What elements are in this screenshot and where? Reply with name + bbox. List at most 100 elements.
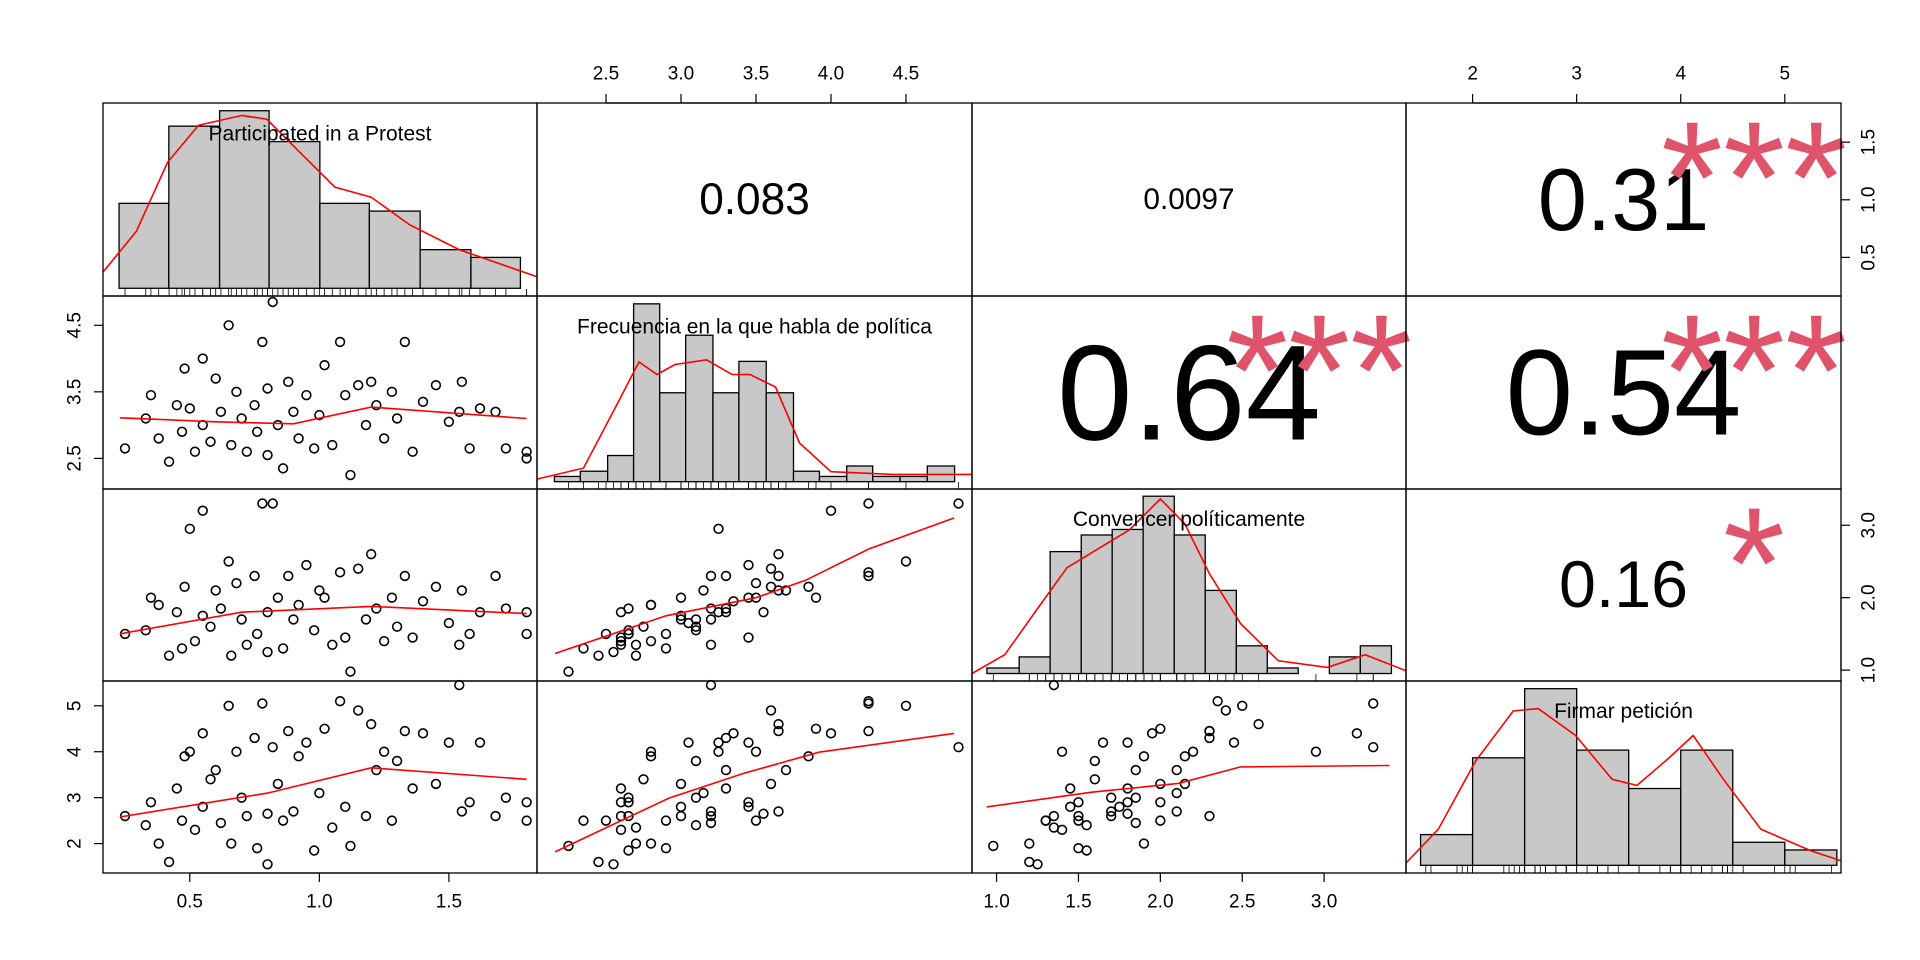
panel: 0.16 * [1405,474,1842,682]
scatter-point [391,621,403,632]
scatter-point [153,599,164,611]
scatter-point [464,443,475,454]
scatter-point [277,643,289,654]
scatter-point [743,632,754,643]
scatter-point [1081,820,1092,831]
scatter-point [365,549,377,560]
scatter-point [251,426,263,437]
smooth-line [119,766,527,818]
histogram-bar [632,303,661,483]
scatter-point [319,360,330,371]
x-tick-label: 2 [1467,64,1478,85]
scatter-point [660,815,672,826]
scatter-point [1032,859,1043,870]
scatter-point [231,577,242,589]
scatter-point [371,603,382,614]
histogram-bar [1080,534,1113,675]
scatter-point [197,353,208,364]
scatter-point [1114,801,1125,813]
y-tick-label: 5 [65,701,86,712]
scatter-point [803,581,814,593]
scatter-point [340,389,351,401]
scatter-point [1122,808,1133,819]
scatter-point [293,433,304,444]
scatter-point [1187,746,1199,757]
scatter-point [288,614,299,625]
scatter-point [705,806,717,817]
scatter-point [720,606,732,618]
y-tick-label: 3.5 [65,379,86,405]
scatter-point [231,386,242,398]
scatter-point [378,746,390,757]
histogram-bar [738,360,767,483]
scatter-point [1130,792,1141,803]
scatter-point [145,389,157,401]
histogram-bar [765,392,795,483]
scatter-point [500,603,512,614]
scatter-point [293,751,304,762]
panel-frame [1405,680,1842,874]
scatter-point [863,498,874,509]
scatter-point [1179,778,1191,790]
smooth-line [119,605,527,635]
scatter-point [1237,700,1248,712]
scatter-point [231,746,242,757]
scatter-point [205,436,216,447]
scatter-point [490,810,501,822]
scatter-point [210,585,221,596]
scatter-point [690,625,702,636]
histogram-bar [1628,787,1682,866]
scatter-point [267,296,278,308]
scatter-point [1048,810,1060,822]
scatter-point [197,728,208,739]
scatter-point [210,373,221,384]
scatter-point [615,606,627,618]
scatter-point [454,639,465,650]
scatter-point [153,433,164,444]
scatter-point [608,646,619,658]
scatter-point [1155,778,1166,790]
scatter-point [334,696,346,707]
scatter-point [698,787,709,799]
scatter-point [863,725,874,737]
panel-frame [102,295,538,490]
scatter-point [690,820,702,831]
density-curve [102,114,538,278]
scatter-point [241,810,253,822]
scatter-point [189,446,201,457]
x-tick-label: 3.5 [743,64,769,85]
histogram-bar [659,392,687,483]
scatter-point [215,406,227,417]
significance-stars: *** [1661,88,1847,266]
scatter-point [171,783,183,794]
panel: 0.64*** [971,281,1412,490]
x-tick-label: 3.0 [668,64,694,85]
histogram-bar [218,110,270,289]
x-tick-label: 4 [1675,64,1686,85]
scatter-point [1253,718,1264,730]
scatter-point [210,764,221,776]
scatter-point [500,443,512,454]
scatter-point [176,643,188,654]
scatter-point [371,399,382,411]
histogram-bar [607,454,635,483]
histogram-bar [579,470,609,483]
scatter-point [215,603,227,614]
x-tick-label: 2.0 [1147,892,1173,913]
scatter-point [690,755,702,767]
scatter-point [417,728,429,739]
scatter-point [750,746,762,757]
y-tick-label: 1.5 [1859,129,1880,155]
scatter-point [430,581,442,593]
scatter-point [464,628,475,640]
scatter-point [443,617,455,629]
scatter-point [720,570,732,582]
correlation-value: 0.083 [699,175,810,224]
y-tick-label: 2.0 [1859,584,1880,610]
scatter-point [345,666,356,677]
scatter-point [713,746,724,757]
scatter-point [675,801,687,813]
scatter-point [327,822,338,833]
scatter-point [443,737,455,748]
histogram-bar [419,249,472,289]
